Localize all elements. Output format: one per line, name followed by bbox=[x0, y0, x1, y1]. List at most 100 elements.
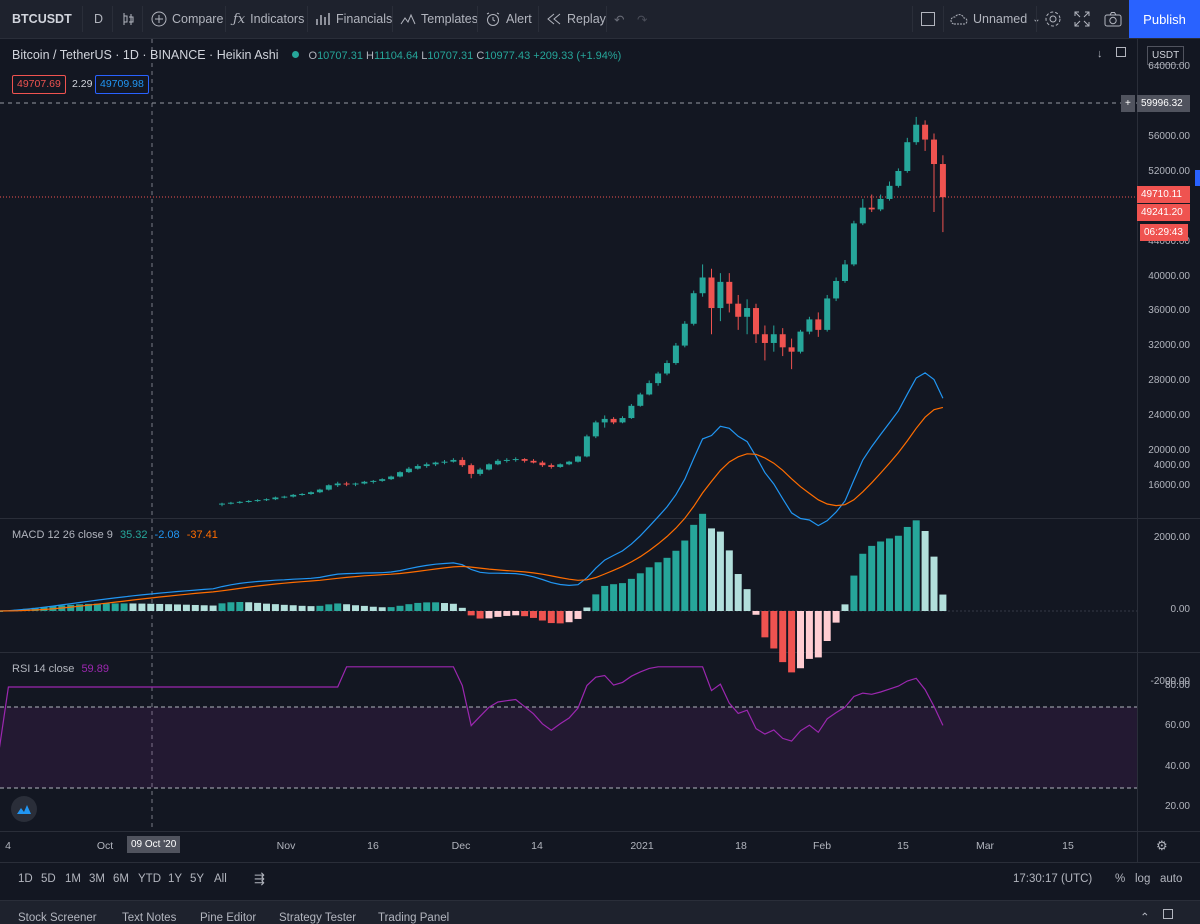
time-axis-label: 4 bbox=[5, 840, 11, 852]
range-button-all[interactable]: All bbox=[214, 873, 227, 885]
alarm-clock-icon bbox=[485, 11, 501, 27]
cloud-icon bbox=[950, 12, 968, 26]
macd-hist-bar bbox=[289, 605, 297, 611]
macd-hist-bar bbox=[619, 583, 626, 611]
macd-hist-bar bbox=[752, 611, 760, 615]
rsi-legend[interactable]: RSI 14 close 59.89 bbox=[12, 663, 109, 675]
range-button-3m[interactable]: 3M bbox=[89, 873, 105, 885]
range-button-5d[interactable]: 5D bbox=[41, 873, 56, 885]
macd-hist-bar bbox=[859, 553, 867, 611]
candle-body bbox=[824, 298, 831, 330]
candle-body bbox=[308, 492, 314, 494]
axis-settings-button[interactable]: ⚙ bbox=[1156, 838, 1168, 854]
macd-hist-bar bbox=[636, 573, 644, 611]
candle-body bbox=[227, 502, 234, 504]
macd-hist-bar bbox=[601, 585, 609, 611]
time-axis-label: Feb bbox=[812, 840, 832, 852]
candle-body bbox=[637, 394, 644, 406]
log-scale-button[interactable]: log bbox=[1135, 873, 1151, 885]
undo-button[interactable]: ↶ bbox=[614, 0, 624, 38]
macd-axis-label: 2000.00 bbox=[1153, 532, 1190, 543]
range-button-1y[interactable]: 1Y bbox=[168, 873, 183, 885]
templates-button[interactable]: Templates bbox=[400, 0, 478, 38]
tab-stock-screener[interactable]: Stock Screener bbox=[18, 912, 97, 924]
price-axis-label: 16000.00 bbox=[1148, 480, 1190, 491]
macd-hist-bar bbox=[254, 602, 262, 611]
indicators-button[interactable]: ƒx Indicators bbox=[233, 0, 304, 38]
macd-hist-bar bbox=[405, 604, 413, 611]
tab-trading-panel[interactable]: Trading Panel bbox=[378, 912, 450, 924]
macd-signal-line bbox=[0, 406, 944, 612]
currency-label[interactable]: USDT bbox=[1147, 46, 1185, 65]
candle-body bbox=[405, 468, 412, 473]
redo-button[interactable]: ↷ bbox=[637, 0, 647, 38]
range-button-1m[interactable]: 1M bbox=[65, 873, 81, 885]
macd-hist-bar bbox=[200, 605, 208, 611]
settings-button[interactable] bbox=[1044, 0, 1062, 38]
candle-body bbox=[850, 223, 857, 265]
tab-text-notes[interactable]: Text Notes bbox=[122, 912, 177, 924]
interval-button[interactable]: D bbox=[94, 0, 103, 38]
right-panel-edge[interactable] bbox=[1195, 170, 1200, 186]
macd-hist-bar bbox=[850, 575, 858, 611]
candle-body bbox=[708, 277, 715, 309]
sell-price-button[interactable]: 49707.69 bbox=[12, 75, 66, 94]
tab-pine-editor[interactable]: Pine Editor bbox=[200, 912, 257, 924]
auto-scale-button[interactable]: auto bbox=[1160, 873, 1183, 885]
rsi-value: 59.89 bbox=[81, 663, 109, 675]
symbol-search-button[interactable]: BTCUSDT bbox=[12, 0, 72, 38]
tradingview-logo-button[interactable] bbox=[11, 796, 37, 822]
chart-canvas[interactable] bbox=[0, 0, 1200, 862]
candle-series bbox=[219, 116, 946, 507]
collapse-panel-button[interactable]: ⌃ bbox=[1140, 910, 1150, 924]
range-button-ytd[interactable]: YTD bbox=[138, 873, 161, 885]
macd-hist-bar bbox=[503, 611, 511, 616]
macd-hist-bar bbox=[449, 603, 457, 611]
time-axis-label: 2021 bbox=[630, 840, 654, 852]
series-legend[interactable]: Bitcoin / TetherUS · 1D · BINANCE · Heik… bbox=[12, 48, 621, 62]
compare-button[interactable]: Compare bbox=[151, 0, 223, 38]
financials-button[interactable]: Financials bbox=[315, 0, 392, 38]
tab-strategy-tester[interactable]: Strategy Tester bbox=[279, 912, 357, 924]
publish-button[interactable]: Publish bbox=[1129, 0, 1200, 38]
fullscreen-button[interactable] bbox=[1074, 0, 1090, 38]
time-axis-label: Mar bbox=[975, 840, 995, 852]
gear-icon bbox=[1044, 10, 1062, 28]
range-button-6m[interactable]: 6M bbox=[113, 873, 129, 885]
chart-style-button[interactable] bbox=[120, 0, 136, 38]
ohlc-values: O10707.31 H11104.64 L10707.31 C10977.43 … bbox=[308, 50, 622, 62]
maximize-panel-button[interactable] bbox=[1163, 909, 1173, 922]
crosshair-price-tag: 59996.32 bbox=[1137, 95, 1190, 112]
candle-body bbox=[441, 461, 448, 463]
plus-circle-icon bbox=[151, 11, 167, 27]
crosshair-add-button[interactable]: + bbox=[1121, 95, 1135, 112]
candle-body bbox=[299, 493, 306, 495]
candle-body bbox=[503, 459, 510, 461]
percent-scale-button[interactable]: % bbox=[1115, 873, 1126, 885]
macd-legend[interactable]: MACD 12 26 close 9 35.32 -2.08 -37.41 bbox=[12, 529, 218, 541]
macd-hist-bar bbox=[868, 545, 876, 611]
goto-date-button[interactable]: ⇶ bbox=[254, 871, 265, 887]
range-button-1d[interactable]: 1D bbox=[18, 873, 33, 885]
replay-button[interactable]: Replay bbox=[546, 0, 606, 38]
candle-body bbox=[397, 472, 403, 477]
alert-button[interactable]: Alert bbox=[485, 0, 532, 38]
macd-hist-bar bbox=[476, 611, 484, 619]
snapshot-button[interactable] bbox=[1104, 0, 1122, 38]
arrow-down-icon[interactable]: ↓ bbox=[1097, 48, 1103, 60]
candle-body bbox=[779, 334, 786, 348]
square-outline-icon bbox=[1116, 47, 1126, 57]
macd-hist-bar bbox=[627, 578, 635, 611]
candle-body bbox=[690, 293, 697, 324]
candle-body bbox=[815, 319, 822, 330]
macd-hist-bar bbox=[939, 594, 947, 611]
candle-body bbox=[245, 500, 252, 502]
candle-body bbox=[939, 164, 946, 198]
buy-price-button[interactable]: 49709.98 bbox=[95, 75, 149, 94]
macd-hist-bar bbox=[654, 562, 662, 611]
clock-display[interactable]: 17:30:17 (UTC) bbox=[1013, 873, 1093, 885]
maximize-pane-button[interactable] bbox=[1116, 47, 1126, 60]
fullscreen-layout-button[interactable] bbox=[920, 0, 936, 38]
range-button-5y[interactable]: 5Y bbox=[190, 873, 205, 885]
candle-body bbox=[806, 319, 813, 332]
